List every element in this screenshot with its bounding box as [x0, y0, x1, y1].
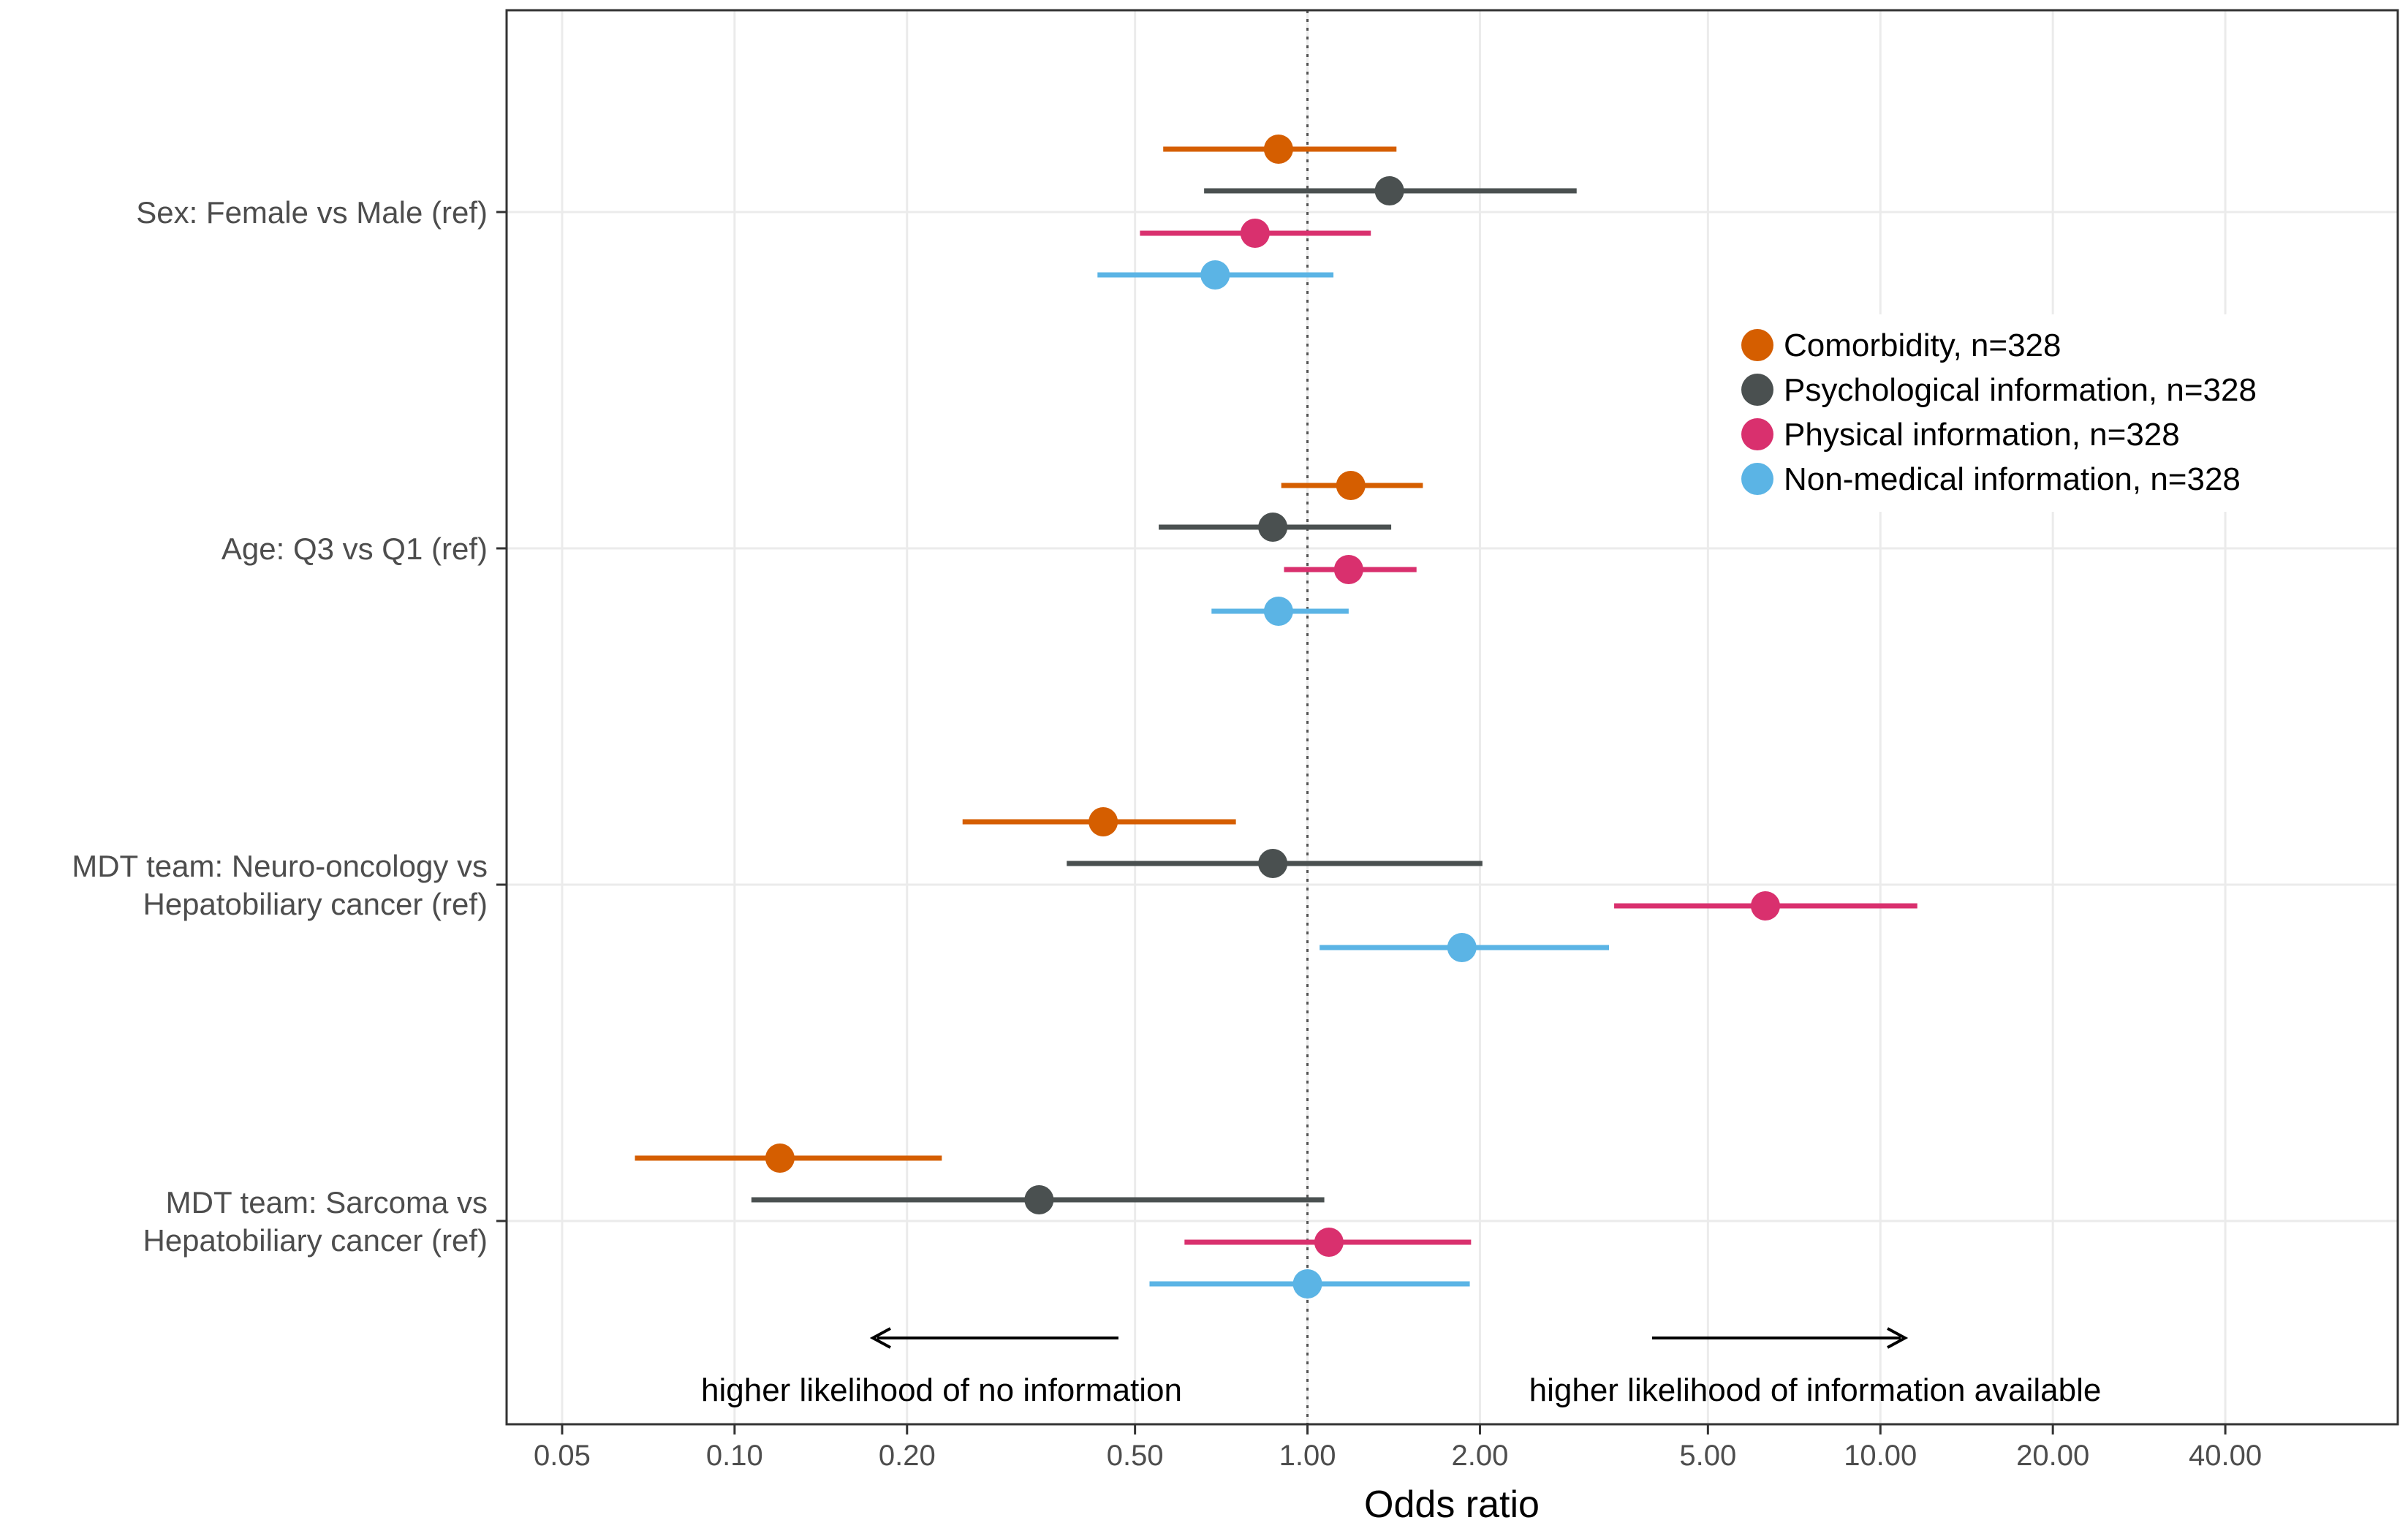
odds-ratio-point	[1024, 1185, 1054, 1214]
x-tick-label: 0.05	[534, 1440, 591, 1472]
legend-label: Physical information, n=328	[1784, 417, 2180, 453]
series-marks	[635, 135, 1917, 1298]
direction-annotations: higher likelihood of no information high…	[701, 1327, 2102, 1408]
legend-key	[1741, 329, 1773, 361]
y-axis-labels: Sex: Female vs Male (ref) Age: Q3 vs Q1 (…	[72, 195, 507, 1258]
grid-lines	[507, 10, 2398, 1424]
legend: Comorbidity, n=328 Psychological informat…	[1725, 314, 2310, 512]
legend-label: Psychological information, n=328	[1784, 372, 2257, 408]
legend-key	[1741, 374, 1773, 406]
y-axis-label: Hepatobiliary cancer (ref)	[143, 1223, 488, 1258]
legend-background	[1725, 314, 2310, 512]
x-tick-label: 10.00	[1844, 1440, 1917, 1472]
odds-ratio-point	[1258, 513, 1288, 542]
x-axis-title: Odds ratio	[1364, 1483, 1540, 1526]
x-tick-label: 0.10	[706, 1440, 763, 1472]
odds-ratio-point	[1333, 555, 1363, 584]
plot-panel-border	[505, 9, 2399, 1426]
left-arrow-head	[869, 1327, 891, 1349]
x-tick-label: 1.00	[1279, 1440, 1336, 1472]
x-tick-label: 2.00	[1452, 1440, 1509, 1472]
odds-ratio-point	[1447, 933, 1477, 962]
legend-key	[1741, 463, 1773, 495]
x-tick-label: 5.00	[1679, 1440, 1736, 1472]
legend-label: Comorbidity, n=328	[1784, 328, 2061, 363]
x-tick-label: 20.00	[2016, 1440, 2089, 1472]
odds-ratio-point	[1258, 849, 1288, 878]
y-axis-label: Age: Q3 vs Q1 (ref)	[222, 532, 488, 566]
odds-ratio-point	[1750, 891, 1780, 921]
y-axis-label: Hepatobiliary cancer (ref)	[143, 887, 488, 921]
x-tick-label: 40.00	[2189, 1440, 2262, 1472]
odds-ratio-point	[1263, 135, 1293, 164]
odds-ratio-point	[1088, 807, 1118, 836]
x-tick-label: 0.20	[879, 1440, 936, 1472]
legend-key	[1741, 418, 1773, 450]
y-axis-label: MDT team: Sarcoma vs	[166, 1185, 488, 1220]
odds-ratio-point	[765, 1143, 795, 1173]
annotation-left: higher likelihood of no information	[701, 1372, 1182, 1408]
y-axis-label: Sex: Female vs Male (ref)	[136, 195, 488, 230]
y-axis-label: MDT team: Neuro-oncology vs	[72, 849, 488, 883]
annotation-right: higher likelihood of information availab…	[1529, 1372, 2102, 1408]
odds-ratio-point	[1263, 597, 1293, 626]
odds-ratio-point	[1374, 176, 1404, 205]
odds-ratio-point	[1314, 1228, 1344, 1257]
x-tick-label: 0.50	[1107, 1440, 1164, 1472]
odds-ratio-point	[1336, 471, 1366, 500]
odds-ratio-point	[1200, 260, 1230, 290]
odds-ratio-point	[1240, 219, 1270, 248]
odds-ratio-point	[1292, 1269, 1322, 1298]
right-arrow-head	[1887, 1327, 1909, 1349]
x-axis-ticks: 0.05 0.10 0.20 0.50 1.00 2.00 5.00 10.00 20.00 40…	[534, 1424, 2262, 1472]
legend-label: Non-medical information, n=328	[1784, 461, 2241, 497]
